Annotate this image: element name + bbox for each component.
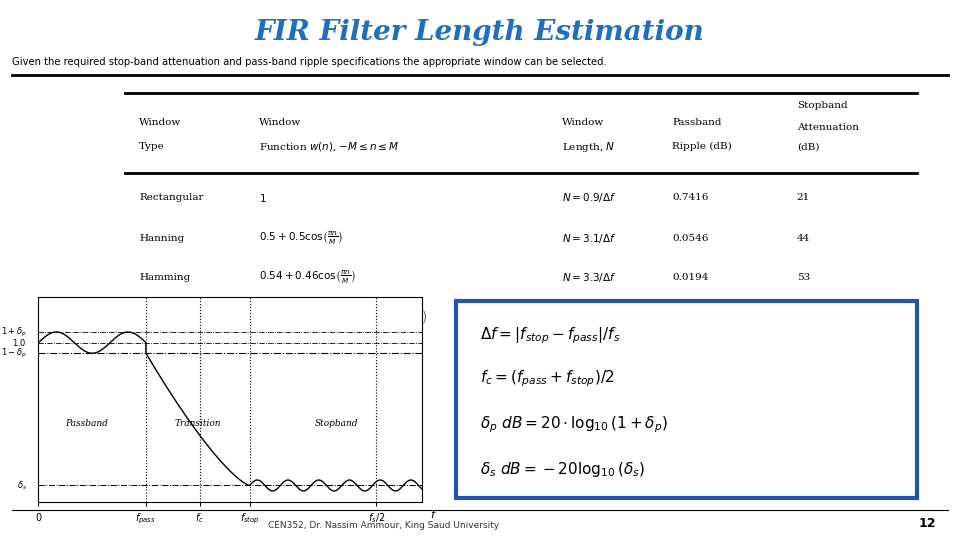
Text: Hanning: Hanning xyxy=(139,234,184,244)
Text: FIR Filter Length Estimation: FIR Filter Length Estimation xyxy=(255,19,705,46)
Text: $N = 3.3/\Delta f$: $N = 3.3/\Delta f$ xyxy=(562,271,616,285)
Text: Rectangular: Rectangular xyxy=(139,193,204,202)
Text: $0.42 + 0.5\cos\!\left(\frac{\pi n}{M}\right) + 0.08\cos\!\left(\frac{2\pi n}{M}: $0.42 + 0.5\cos\!\left(\frac{\pi n}{M}\r… xyxy=(259,307,427,327)
Text: 53: 53 xyxy=(797,273,810,282)
FancyBboxPatch shape xyxy=(456,301,917,498)
Text: Window: Window xyxy=(259,118,301,127)
Text: Length, $N$: Length, $N$ xyxy=(562,140,615,153)
Text: (dB): (dB) xyxy=(797,142,819,151)
Text: Passband: Passband xyxy=(672,118,722,127)
Text: 12: 12 xyxy=(919,517,936,530)
Text: $0.54 + 0.46\cos\!\left(\frac{\pi n}{M}\right)$: $0.54 + 0.46\cos\!\left(\frac{\pi n}{M}\… xyxy=(259,269,356,286)
Text: Passband: Passband xyxy=(65,419,108,428)
Text: CEN352, Dr. Nassim Ammour, King Saud University: CEN352, Dr. Nassim Ammour, King Saud Uni… xyxy=(269,521,499,530)
Text: 0.0546: 0.0546 xyxy=(672,234,708,244)
Text: Stopband: Stopband xyxy=(797,101,848,110)
Text: $1$: $1$ xyxy=(259,192,267,204)
Text: $f_c = (f_{pass} + f_{stop})/2$: $f_c = (f_{pass} + f_{stop})/2$ xyxy=(480,369,615,389)
Text: $N = 0.9/\Delta f$: $N = 0.9/\Delta f$ xyxy=(562,191,616,204)
Text: 0.0194: 0.0194 xyxy=(672,273,708,282)
Text: Function $w(n)$, $-M{\leq}n{\leq}M$: Function $w(n)$, $-M{\leq}n{\leq}M$ xyxy=(259,140,399,153)
Text: $\delta_p\ dB = 20\cdot\log_{10}(1 + \delta_p)$: $\delta_p\ dB = 20\cdot\log_{10}(1 + \de… xyxy=(480,414,668,435)
Text: Ripple (dB): Ripple (dB) xyxy=(672,142,732,151)
Text: Blackman: Blackman xyxy=(139,312,191,321)
Text: $N = 5.5/\Delta f$: $N = 5.5/\Delta f$ xyxy=(562,310,616,323)
Text: Type: Type xyxy=(139,142,165,151)
Text: Given the required stop-band attenuation and pass-band ripple specifications the: Given the required stop-band attenuation… xyxy=(12,57,608,67)
Text: $\delta_s\ dB = -20\log_{10}(\delta_s)$: $\delta_s\ dB = -20\log_{10}(\delta_s)$ xyxy=(480,460,645,479)
Text: 44: 44 xyxy=(797,234,810,244)
Text: Attenuation: Attenuation xyxy=(797,123,859,132)
Text: $1+\delta_p$: $1+\delta_p$ xyxy=(1,326,27,339)
Text: Transition: Transition xyxy=(175,419,221,428)
Text: Hamming: Hamming xyxy=(139,273,190,282)
Text: $1-\delta_p$: $1-\delta_p$ xyxy=(1,347,27,360)
Text: $N = 3.1/\Delta f$: $N = 3.1/\Delta f$ xyxy=(562,232,616,246)
Text: $f$: $f$ xyxy=(430,508,438,521)
Text: Window: Window xyxy=(562,118,604,127)
Text: 21: 21 xyxy=(797,193,810,202)
Text: 0.0017: 0.0017 xyxy=(672,312,708,321)
Text: $\delta_s$: $\delta_s$ xyxy=(17,479,27,492)
Text: $1.0$: $1.0$ xyxy=(12,337,27,348)
Text: 0.7416: 0.7416 xyxy=(672,193,708,202)
Text: Stopband: Stopband xyxy=(314,419,358,428)
Text: $\Delta f = |f_{stop} - f_{pass}|/f_s$: $\Delta f = |f_{stop} - f_{pass}|/f_s$ xyxy=(480,326,620,346)
Text: $0.5 + 0.5\cos\!\left(\frac{\pi n}{M}\right)$: $0.5 + 0.5\cos\!\left(\frac{\pi n}{M}\ri… xyxy=(259,231,343,247)
Text: Window: Window xyxy=(139,118,181,127)
Text: 74: 74 xyxy=(797,312,810,321)
